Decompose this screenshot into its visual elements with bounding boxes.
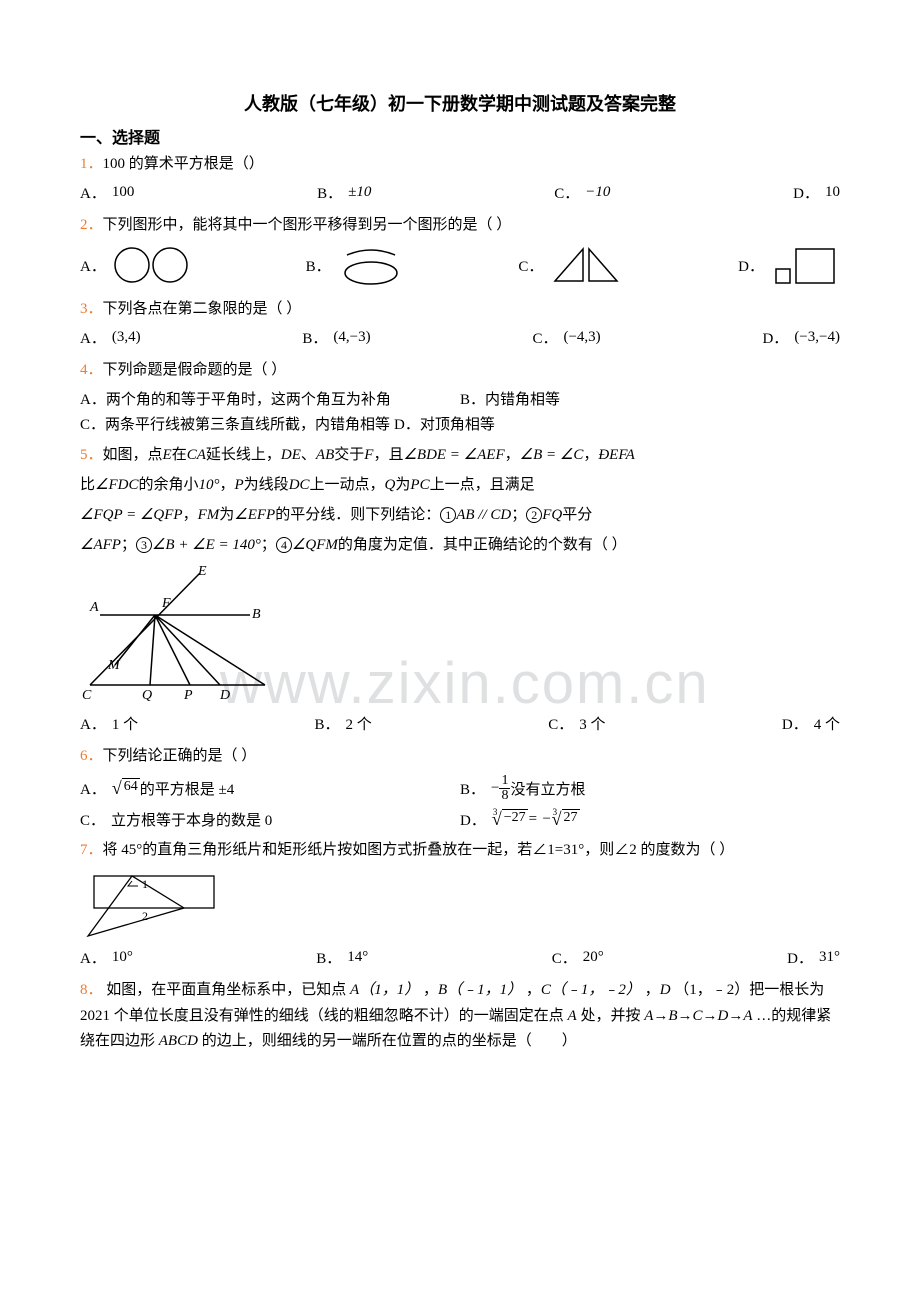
q5-line4: ∠AFP ； 3 ∠B + ∠E = 140° ； 4 ∠QFM 的角度为定值．… — [80, 533, 840, 557]
q2-opt-a: A． — [80, 243, 192, 287]
q2-number: 2． — [80, 213, 103, 237]
q7-number: 7． — [80, 838, 103, 862]
question-5: 5． 如图，点 E 在 CA 延长线上，DE 、AB 交于 F ，且 ∠BDE … — [80, 443, 840, 467]
page-title: 人教版（七年级）初一下册数学期中测试题及答案完整 — [80, 90, 840, 116]
q3-number: 3． — [80, 297, 103, 321]
svg-text:C: C — [82, 688, 92, 703]
q5-number: 5． — [80, 443, 103, 467]
q2-opt-c: C． — [518, 243, 624, 287]
section-heading: 一、选择题 — [80, 124, 840, 148]
circled-1: 1 — [440, 507, 456, 523]
question-1: 1． 100 的算术平方根是（） — [80, 152, 840, 176]
q2-opt-b: B． — [306, 243, 405, 287]
q7-text: 将 45°的直角三角形纸片和矩形纸片按如图方式折叠放在一起，若∠1=31°，则∠… — [103, 838, 735, 862]
q7-options: A．10° B．14° C．20° D．31° — [80, 947, 840, 968]
q3-text: 下列各点在第二象限的是（ ） — [103, 297, 302, 321]
q4-text: 下列命题是假命题的是（ ） — [103, 358, 287, 382]
q1-number: 1． — [80, 152, 103, 176]
q7-opt-d: D．31° — [787, 947, 840, 968]
q5-line2: 比 ∠FDC 的余角小 10° ，P 为线段 DC 上一动点，Q 为 PC 上一… — [80, 473, 840, 497]
two-triangles-icon — [549, 243, 624, 287]
q5-diagram: E A F B M C Q P D — [80, 565, 840, 705]
svg-text:M: M — [107, 658, 121, 673]
q6-text: 下列结论正确的是（ ） — [103, 744, 257, 768]
q5-opt-d: D．4 个 — [782, 713, 840, 734]
q4-number: 4． — [80, 358, 103, 382]
q2-text: 下列图形中，能将其中一个图形平移得到另一个图形的是（ ） — [103, 213, 512, 237]
q7-opt-a: A．10° — [80, 947, 133, 968]
q6-row2: C．立方根等于本身的数是 0 D． 3√−27 = − 3√27 — [80, 809, 840, 830]
q3-opt-b: B．(4,−3) — [302, 327, 370, 348]
q7-diagram: 1 2 — [80, 868, 840, 943]
q6-opt-b: B． − 18 没有立方根 — [460, 774, 840, 803]
two-circles-icon — [112, 243, 192, 287]
svg-text:E: E — [197, 565, 207, 579]
q6-opt-a: A． √64 的平方根是 ±4 — [80, 774, 460, 803]
q5-line3: ∠FQP = ∠QFP ， FM 为 ∠EFP 的平分线．则下列结论： 1 AB… — [80, 503, 840, 527]
q4-row2: C．两条平行线被第三条直线所截，内错角相等 D．对顶角相等 — [80, 413, 840, 437]
q5-opt-b: B．2 个 — [315, 713, 372, 734]
q3-options: A．(3,4) B．(4,−3) C．(−4,3) D．(−3,−4) — [80, 327, 840, 348]
question-3: 3． 下列各点在第二象限的是（ ） — [80, 297, 840, 321]
q6-opt-c: C．立方根等于本身的数是 0 — [80, 809, 460, 830]
svg-text:P: P — [183, 688, 193, 703]
q3-opt-a: A．(3,4) — [80, 327, 141, 348]
svg-text:B: B — [252, 607, 261, 622]
question-8: 8． 如图，在平面直角坐标系中，已知点 A（1，1） ，B（﹣1，1） ，C（﹣… — [80, 978, 840, 1055]
q1-opt-b: B．±10 — [317, 182, 371, 203]
q6-row1: A． √64 的平方根是 ±4 B． − 18 没有立方根 — [80, 774, 840, 803]
q7-opt-c: C．20° — [552, 947, 604, 968]
question-7: 7． 将 45°的直角三角形纸片和矩形纸片按如图方式折叠放在一起，若∠1=31°… — [80, 838, 840, 862]
circled-3: 3 — [136, 537, 152, 553]
q4-row1: A．两个角的和等于平角时，这两个角互为补角 B．内错角相等 — [80, 388, 840, 409]
circled-4: 4 — [276, 537, 292, 553]
q7-opt-b: B．14° — [316, 947, 368, 968]
svg-text:2: 2 — [142, 909, 148, 923]
q5-opt-c: C．3 个 — [548, 713, 605, 734]
q1-options: A．100 B．±10 C．−10 D．10 — [80, 182, 840, 203]
svg-text:1: 1 — [142, 877, 148, 891]
svg-text:A: A — [89, 600, 99, 615]
svg-text:Q: Q — [142, 688, 152, 703]
q1-opt-d: D．10 — [793, 182, 840, 203]
q5-opt-a: A．1 个 — [80, 713, 138, 734]
question-6: 6． 下列结论正确的是（ ） — [80, 744, 840, 768]
q6-number: 6． — [80, 744, 103, 768]
q6-opt-d: D． 3√−27 = − 3√27 — [460, 809, 840, 830]
q1-opt-a: A．100 — [80, 182, 134, 203]
circled-2: 2 — [526, 507, 542, 523]
q2-opt-d: D． — [738, 243, 840, 287]
q3-opt-c: C．(−4,3) — [532, 327, 600, 348]
q8-number: 8． — [80, 982, 103, 998]
ellipse-arc-icon — [337, 243, 405, 287]
q1-text: 100 的算术平方根是（） — [103, 152, 264, 176]
q3-opt-d: D．(−3,−4) — [762, 327, 840, 348]
svg-text:F: F — [161, 596, 171, 611]
q5-options: A．1 个 B．2 个 C．3 个 D．4 个 — [80, 713, 840, 734]
question-4: 4． 下列命题是假命题的是（ ） — [80, 358, 840, 382]
q2-options: A． B． C． D． — [80, 243, 840, 287]
svg-text:D: D — [219, 688, 230, 703]
question-2: 2． 下列图形中，能将其中一个图形平移得到另一个图形的是（ ） — [80, 213, 840, 237]
two-squares-icon — [770, 243, 840, 287]
q1-opt-c: C．−10 — [554, 182, 610, 203]
